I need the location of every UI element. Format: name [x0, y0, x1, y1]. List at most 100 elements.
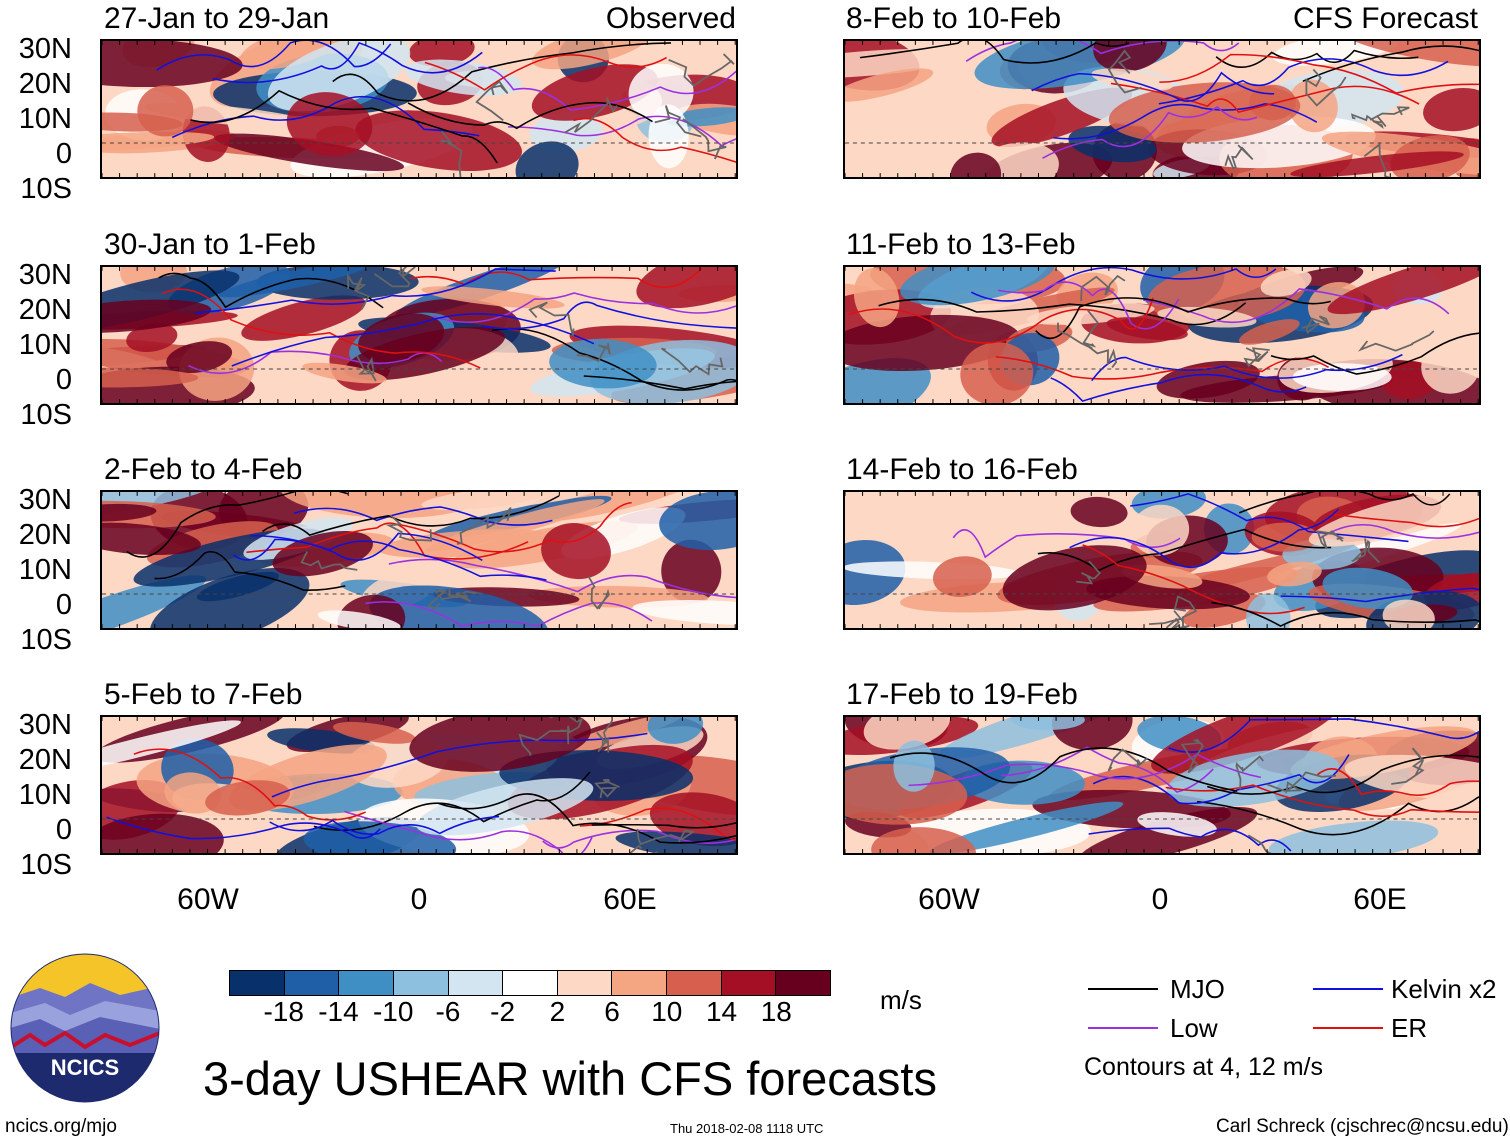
coastline: [1107, 49, 1142, 94]
contour-line: [161, 288, 481, 369]
coastline: [576, 343, 611, 363]
lat-label-row3-2: 10N: [18, 554, 72, 586]
contour-line: [246, 522, 529, 560]
contour-line: [271, 732, 648, 798]
contour-line: [409, 268, 702, 289]
coastline: [628, 844, 658, 853]
contour-line: [365, 601, 653, 627]
colorbar-tick: -10: [372, 996, 414, 1027]
lon-label-0-left: 0: [410, 883, 428, 916]
contour-line: [1270, 332, 1479, 375]
contour-line: [388, 558, 736, 599]
legend-line-kelvin: [1313, 988, 1383, 990]
contour-line: [1143, 288, 1450, 323]
coastline: [528, 301, 575, 336]
contour-line: [1197, 796, 1479, 836]
contour-line: [1088, 827, 1292, 852]
contour-line: [1165, 784, 1479, 818]
contour-line: [1035, 297, 1331, 340]
contour-line: [908, 753, 1262, 787]
contour-line: [952, 529, 1181, 559]
contour-line: [1091, 353, 1403, 382]
colorbar-tick: 14: [705, 996, 738, 1027]
panel-title-1: 27-Jan to 29-Jan: [104, 2, 330, 35]
panel-title-8: 17-Feb to 19-Feb: [846, 678, 1078, 711]
colorbar-tick: 10: [651, 996, 683, 1027]
colorbar-swatch: [393, 971, 449, 995]
coastline: [564, 97, 618, 134]
lat-label-row3-3: 0: [55, 589, 72, 621]
coastline: [682, 118, 727, 160]
coastline: [1224, 144, 1254, 170]
contour-line: [332, 42, 672, 102]
shear-field: [845, 717, 1479, 853]
contour-line: [231, 313, 595, 367]
colorbar-swatch: [339, 971, 394, 995]
contour-line: [481, 301, 736, 330]
lat-label-row2-1: 20N: [18, 294, 72, 326]
contour-line: [293, 506, 553, 526]
coastline: [1305, 68, 1347, 107]
contour-line: [1215, 49, 1419, 68]
lat-label-row3-1: 20N: [18, 519, 72, 551]
panel-title-4: 5-Feb to 7-Feb: [104, 678, 303, 711]
contour-line: [250, 534, 547, 581]
contour-line: [965, 41, 1240, 62]
contour-line: [1206, 754, 1479, 795]
panel-title-7: 14-Feb to 16-Feb: [846, 453, 1078, 486]
coastline: [347, 272, 370, 310]
coastline: [587, 576, 610, 610]
contour-line: [508, 115, 736, 147]
coastline: [636, 828, 696, 846]
contour-line: [1168, 718, 1479, 753]
contour-line: [195, 268, 556, 314]
shear-field: [102, 717, 736, 853]
coastline: [438, 588, 472, 603]
contour-line: [126, 492, 349, 558]
contour-line: [212, 41, 483, 84]
contour-line: [1159, 53, 1479, 94]
lon-label-60w-right: 60W: [918, 883, 980, 916]
logo-text: NCICS: [51, 1055, 119, 1080]
contour-line: [1110, 82, 1420, 114]
colorbar-tick: 6: [604, 996, 620, 1027]
contour-line: [1053, 103, 1318, 140]
contour-line: [1280, 587, 1479, 603]
panel-label-observed: Observed: [605, 2, 736, 35]
legend-line-mjo: [1088, 988, 1158, 990]
contour-line: [848, 297, 1154, 344]
coastline: [1173, 595, 1198, 628]
contour-line: [171, 95, 480, 139]
coastline: [1391, 747, 1425, 785]
coastline: [661, 347, 724, 376]
coastline: [1301, 315, 1331, 334]
contour-line: [1000, 746, 1214, 793]
coastline: [456, 507, 512, 545]
coastline: [1266, 771, 1337, 794]
lat-label-row4-1: 20N: [18, 744, 72, 776]
shear-field: [845, 41, 1479, 177]
lat-label-row4-0: 30N: [18, 709, 72, 741]
contour-line: [1069, 508, 1339, 569]
coastline: [1107, 748, 1148, 772]
coastline: [1083, 341, 1118, 368]
lat-label-row1-1: 20N: [18, 68, 72, 100]
coastline: [1316, 530, 1345, 550]
panel-title-3: 2-Feb to 4-Feb: [104, 453, 303, 486]
footer-url[interactable]: ncics.org/mjo: [5, 1116, 117, 1137]
contour-line: [478, 66, 736, 111]
coastline: [1350, 538, 1380, 564]
colorbar-swatch: [667, 971, 722, 995]
shear-field: [102, 41, 736, 177]
colorbar-tick: -6: [435, 996, 461, 1027]
panel-title-2: 30-Jan to 1-Feb: [104, 228, 316, 261]
footer-timestamp: Thu 2018-02-08 1118 UTC: [670, 1121, 824, 1136]
coastline: [440, 130, 463, 177]
contour-line: [1037, 528, 1332, 572]
coastline: [1357, 330, 1435, 352]
colorbar-swatch: [776, 971, 831, 995]
contour-line: [859, 41, 1130, 64]
lon-label-0-right: 0: [1151, 883, 1169, 916]
contour-line: [424, 54, 668, 91]
contour-line: [154, 551, 346, 591]
